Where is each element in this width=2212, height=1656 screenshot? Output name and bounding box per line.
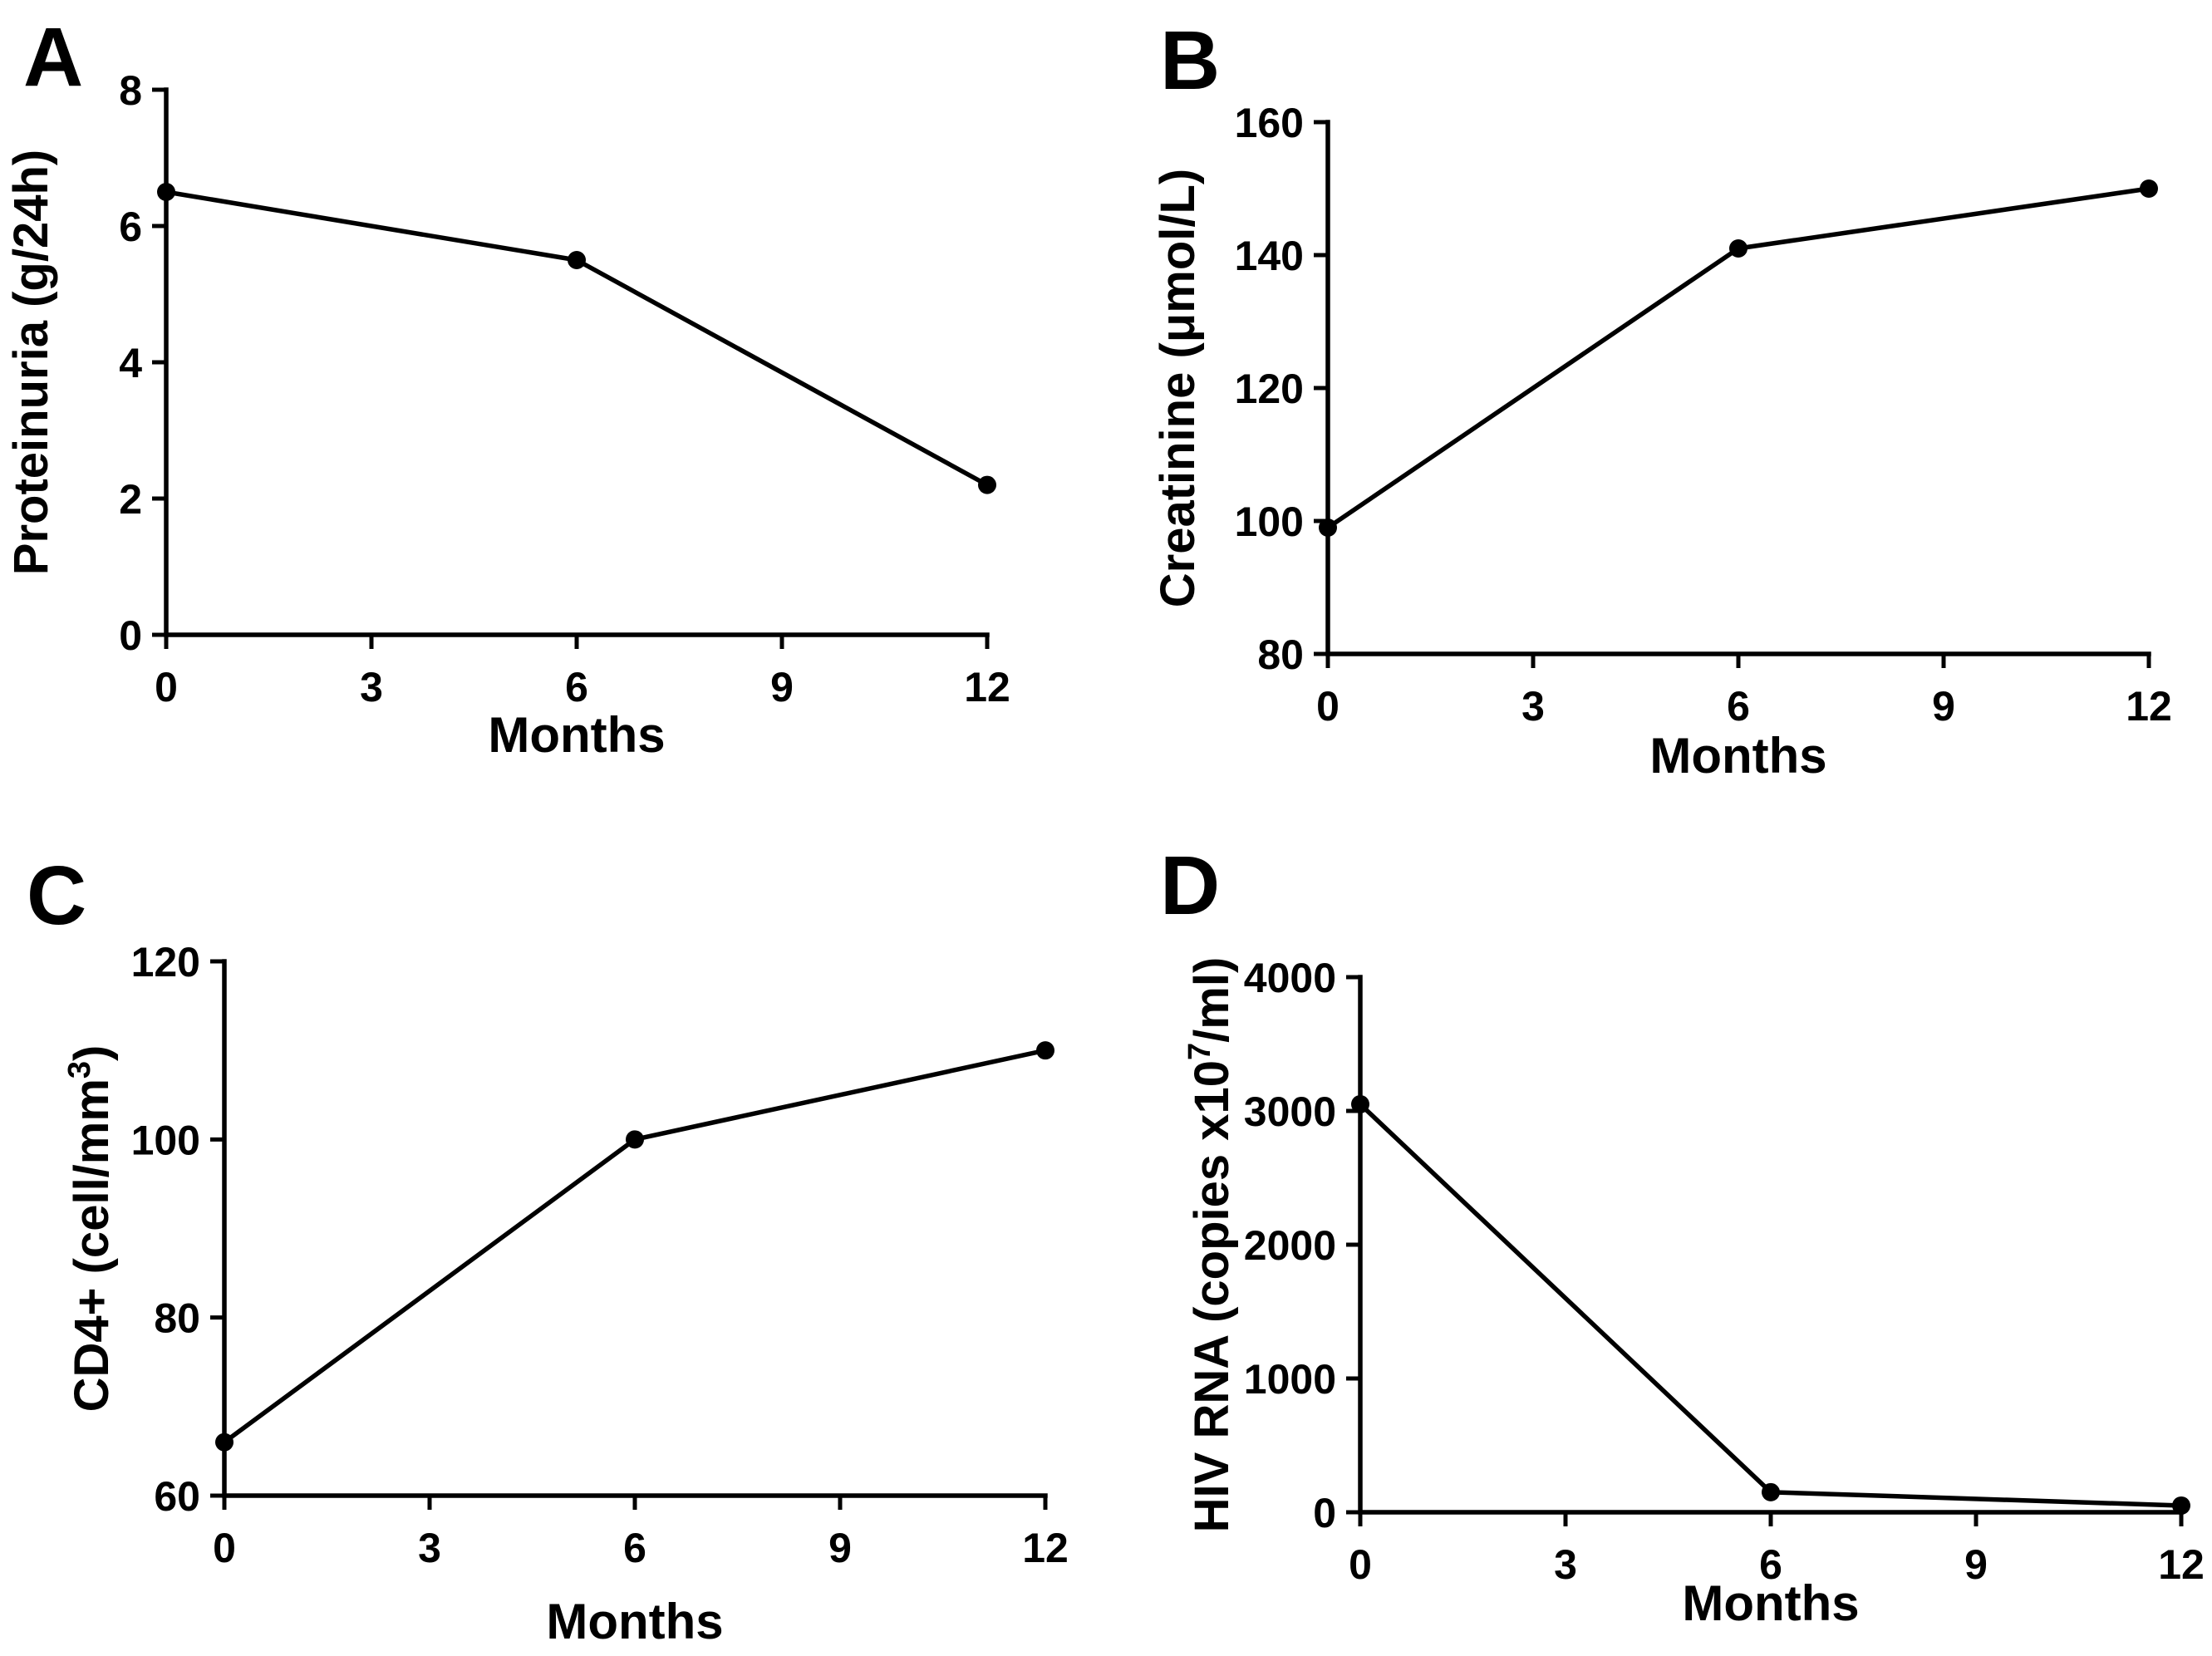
y-tick-label: 80 (1257, 631, 1304, 678)
x-tick-label: 0 (1349, 1541, 1372, 1588)
y-tick-label: 6 (119, 204, 142, 250)
data-line-cd4- (222, 1048, 1048, 1445)
axes-spine (1325, 120, 2151, 656)
y-tick-label: 2000 (1244, 1222, 1336, 1269)
axes-spine (164, 87, 990, 637)
data-line-hiv-rna (1358, 1102, 2184, 1508)
x-tick-label: 3 (360, 664, 383, 710)
x-tick-label: 12 (1022, 1525, 1069, 1571)
y-tick-label: 120 (131, 939, 200, 985)
x-axis-label: Months (1682, 1575, 1859, 1631)
x-tick-label: 3 (418, 1525, 441, 1571)
x-tick-label: 6 (1759, 1541, 1782, 1588)
y-axis-label: HIV RNA (copies x107/ml) (1182, 957, 1239, 1533)
panel-letter-B: B (1160, 14, 1220, 107)
panel-letter-A: A (23, 11, 83, 104)
data-point (978, 475, 996, 494)
y-tick-label: 2 (119, 476, 142, 523)
y-tick-label: 80 (154, 1295, 200, 1342)
panel-B: B 80 100 120 140 160 0 3 6 9 12 Creatinine (μmol/L)… (1151, 14, 2172, 784)
x-tick-label: 0 (1316, 683, 1339, 730)
y-axis-label: Creatinine (μmol/L) (1151, 169, 1205, 608)
x-tick-label: 3 (1521, 683, 1545, 730)
y-tick-label: 3000 (1244, 1088, 1336, 1135)
y-tick-label: 1000 (1244, 1356, 1336, 1403)
x-axis-label: Months (1649, 728, 1826, 784)
x-tick-label: 9 (828, 1525, 852, 1571)
x-axis-label: Months (546, 1594, 723, 1649)
data-point (157, 183, 175, 201)
y-tick-label: 4000 (1244, 955, 1336, 1001)
y-tick-label: 0 (119, 612, 142, 659)
data-point (1351, 1094, 1369, 1113)
panel-letter-D: D (1160, 839, 1220, 932)
x-tick-label: 6 (1727, 683, 1750, 730)
x-tick-label: 12 (2158, 1541, 2205, 1588)
y-tick-label: 120 (1235, 366, 1304, 412)
x-tick-label: 9 (1932, 683, 1955, 730)
panel-letter-C: C (27, 849, 86, 942)
panel-C: C 60 80 100 120 0 3 6 9 12 CD4+ (cell/mm3) Months (27, 849, 1069, 1649)
data-point (626, 1130, 644, 1149)
panel-A: A 0 2 4 6 8 0 3 6 9 12 Proteinuria (g/24h) Months (4, 11, 1010, 763)
x-tick-label: 9 (770, 664, 794, 710)
panel-D: D 0 1000 2000 3000 4000 0 3 6 9 12 HIV RNA (copies … (1160, 839, 2205, 1631)
data-point (1729, 239, 1747, 258)
y-axis-label: CD4+ (cell/mm3) (62, 1045, 119, 1413)
x-tick-label: 0 (155, 664, 178, 710)
x-tick-label: 6 (565, 664, 588, 710)
data-point (2172, 1496, 2190, 1515)
y-tick-label: 8 (119, 67, 142, 114)
data-point (2140, 179, 2158, 198)
y-axis-label: Proteinuria (g/24h) (4, 150, 58, 575)
data-point (1036, 1041, 1054, 1060)
data-point (215, 1432, 233, 1452)
x-axis-label: Months (488, 707, 665, 763)
y-tick-label: 4 (119, 340, 142, 386)
x-tick-label: 12 (964, 664, 1010, 710)
x-tick-label: 9 (1964, 1541, 1988, 1588)
y-tick-label: 60 (154, 1473, 200, 1520)
y-tick-label: 160 (1235, 100, 1304, 146)
y-tick-label: 100 (131, 1117, 200, 1163)
x-tick-label: 6 (623, 1525, 646, 1571)
y-tick-label: 100 (1235, 499, 1304, 545)
axes-spine (1358, 975, 2184, 1515)
x-tick-label: 3 (1554, 1541, 1577, 1588)
y-tick-label: 140 (1235, 233, 1304, 279)
data-point (1762, 1482, 1780, 1501)
x-tick-label: 12 (2126, 683, 2172, 730)
data-point (1319, 518, 1337, 537)
axes-spine (222, 959, 1048, 1498)
y-tick-label: 0 (1313, 1490, 1336, 1536)
data-line-proteinuria (164, 189, 990, 488)
data-point (568, 251, 586, 269)
x-tick-label: 0 (213, 1525, 236, 1571)
